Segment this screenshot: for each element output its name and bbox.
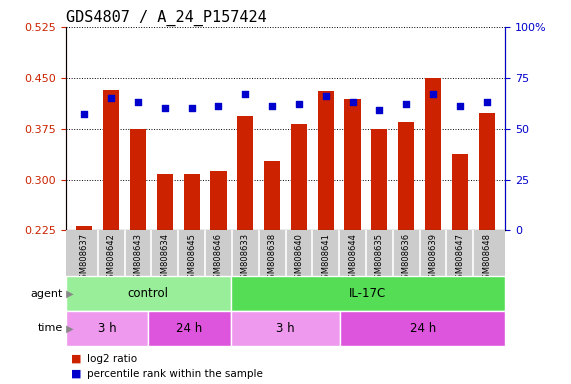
Point <box>268 103 277 109</box>
Text: IL-17C: IL-17C <box>349 287 387 300</box>
Text: GSM808640: GSM808640 <box>295 233 303 283</box>
Text: ■: ■ <box>71 354 82 364</box>
Text: log2 ratio: log2 ratio <box>87 354 138 364</box>
Text: ■: ■ <box>71 369 82 379</box>
Point <box>455 103 464 109</box>
Bar <box>231 311 340 346</box>
Bar <box>184 174 200 230</box>
Bar <box>130 129 146 230</box>
Bar <box>66 311 148 346</box>
Bar <box>317 91 334 230</box>
Bar <box>264 161 280 230</box>
Text: GSM808644: GSM808644 <box>348 233 357 283</box>
Bar <box>344 99 360 230</box>
Bar <box>148 311 231 346</box>
Text: 3 h: 3 h <box>98 322 116 335</box>
Point <box>80 111 89 118</box>
Text: 24 h: 24 h <box>176 322 203 335</box>
Text: GSM808642: GSM808642 <box>107 233 116 283</box>
Text: 3 h: 3 h <box>276 322 295 335</box>
Text: GSM808645: GSM808645 <box>187 233 196 283</box>
Text: ▶: ▶ <box>63 323 74 333</box>
Text: control: control <box>127 287 168 300</box>
Bar <box>340 311 505 346</box>
Bar <box>157 174 173 230</box>
Point <box>401 101 411 107</box>
Point <box>160 105 170 111</box>
Bar <box>231 276 505 311</box>
Text: GSM808633: GSM808633 <box>241 233 250 284</box>
Bar <box>211 171 227 230</box>
Bar <box>291 124 307 230</box>
Text: GSM808634: GSM808634 <box>160 233 170 284</box>
Point <box>375 107 384 113</box>
Text: GSM808646: GSM808646 <box>214 233 223 284</box>
Text: GSM808639: GSM808639 <box>428 233 437 284</box>
Bar <box>398 122 414 230</box>
Bar <box>66 276 231 311</box>
Bar <box>371 129 387 230</box>
Point <box>134 99 143 105</box>
Text: ▶: ▶ <box>63 289 74 299</box>
Bar <box>77 226 93 230</box>
Point <box>294 101 303 107</box>
Point <box>187 105 196 111</box>
Text: GSM808641: GSM808641 <box>321 233 330 283</box>
Text: GSM808643: GSM808643 <box>134 233 143 284</box>
Text: GSM808636: GSM808636 <box>401 233 411 284</box>
Point <box>214 103 223 109</box>
Text: percentile rank within the sample: percentile rank within the sample <box>87 369 263 379</box>
Point <box>107 95 116 101</box>
Bar <box>452 154 468 230</box>
Text: 24 h: 24 h <box>410 322 436 335</box>
Text: GSM808647: GSM808647 <box>455 233 464 284</box>
Bar <box>478 113 494 230</box>
Bar <box>425 78 441 230</box>
Text: time: time <box>38 323 63 333</box>
Text: GSM808648: GSM808648 <box>482 233 491 284</box>
Bar <box>237 116 254 230</box>
Point <box>241 91 250 97</box>
Bar <box>103 90 119 230</box>
Point <box>428 91 437 97</box>
Point <box>321 93 330 99</box>
Point <box>482 99 491 105</box>
Point <box>348 99 357 105</box>
Text: GDS4807 / A_24_P157424: GDS4807 / A_24_P157424 <box>66 9 267 25</box>
Text: GSM808638: GSM808638 <box>268 233 276 284</box>
Text: GSM808635: GSM808635 <box>375 233 384 284</box>
Text: agent: agent <box>30 289 63 299</box>
Text: GSM808637: GSM808637 <box>80 233 89 284</box>
